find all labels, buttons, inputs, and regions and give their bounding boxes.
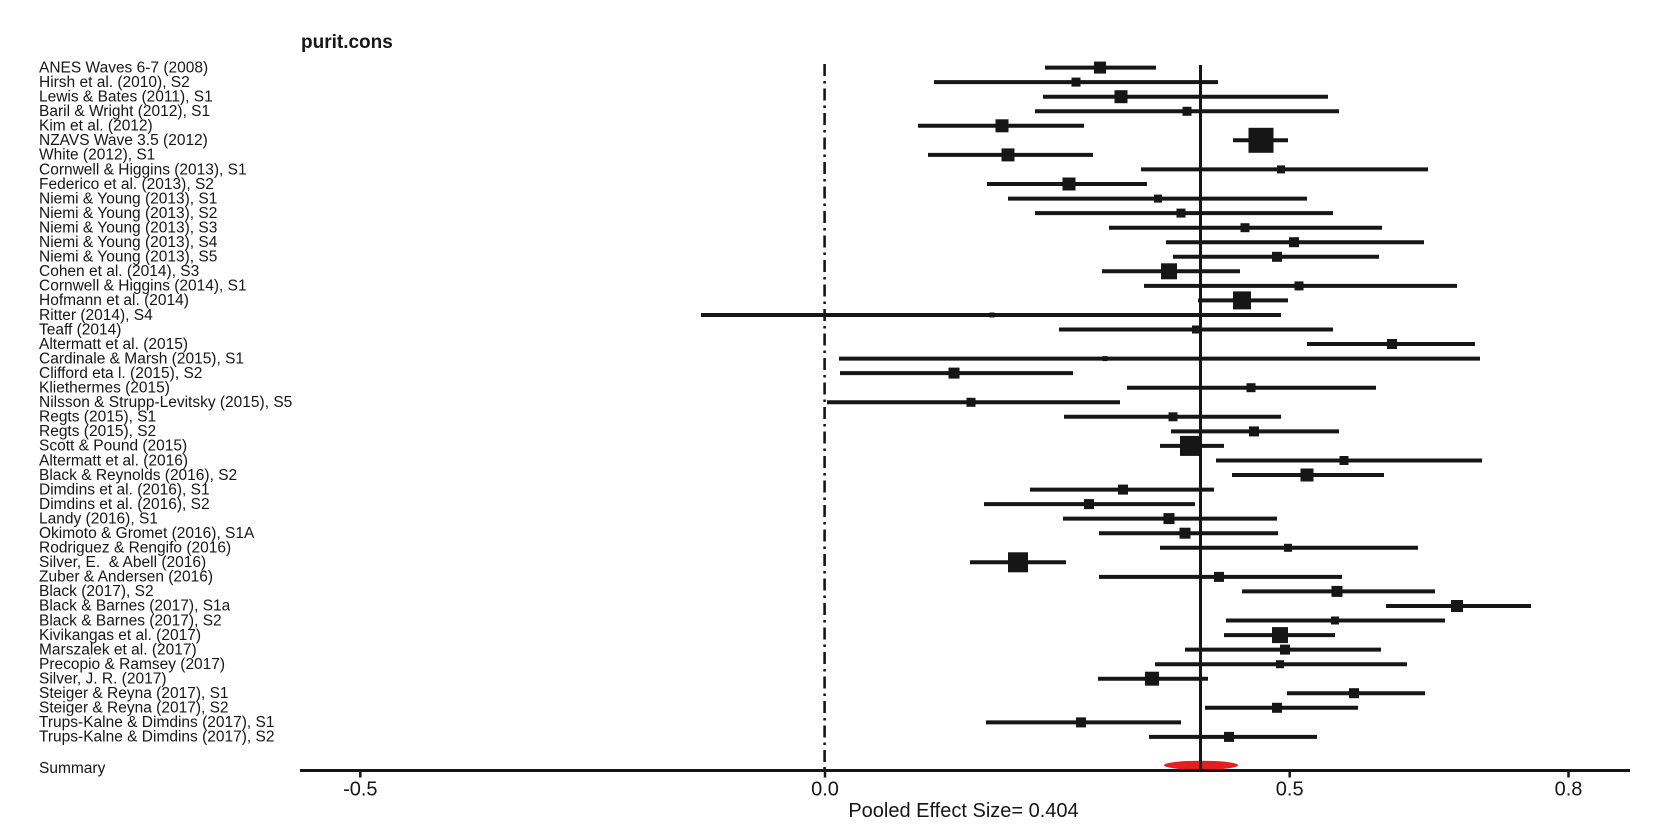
- svg-text:Niemi & Young (2013), S4: Niemi & Young (2013), S4: [39, 234, 218, 251]
- svg-text:Pooled Effect Size= 0.404: Pooled Effect Size= 0.404: [848, 800, 1078, 822]
- svg-text:Steiger & Reyna (2017), S1: Steiger & Reyna (2017), S1: [39, 685, 229, 702]
- svg-text:Cohen et al. (2014), S3: Cohen et al. (2014), S3: [39, 263, 199, 280]
- svg-text:Regts (2015), S1: Regts (2015), S1: [39, 409, 156, 426]
- svg-text:Black (2017), S2: Black (2017), S2: [39, 583, 154, 600]
- svg-text:Nilsson & Strupp-Levitsky (201: Nilsson & Strupp-Levitsky (2015), S5: [39, 394, 292, 411]
- svg-text:ANES Waves 6-7 (2008): ANES Waves 6-7 (2008): [39, 59, 208, 76]
- svg-text:Lewis & Bates (2011), S1: Lewis & Bates (2011), S1: [39, 89, 213, 106]
- svg-text:Ritter (2014), S4: Ritter (2014), S4: [39, 307, 153, 324]
- svg-text:Kliethermes (2015): Kliethermes (2015): [39, 380, 170, 397]
- svg-text:Cornwell & Higgins (2014), S1: Cornwell & Higgins (2014), S1: [39, 278, 247, 295]
- svg-text:Precopio & Ramsey (2017): Precopio & Ramsey (2017): [39, 656, 225, 673]
- svg-text:Cornwell & Higgins (2013), S1: Cornwell & Higgins (2013), S1: [39, 161, 247, 178]
- svg-text:Cardinale & Marsh (2015), S1: Cardinale & Marsh (2015), S1: [39, 350, 244, 367]
- svg-text:Altermatt et al. (2015): Altermatt et al. (2015): [39, 336, 188, 353]
- svg-text:Clifford eta l. (2015), S2: Clifford eta l. (2015), S2: [39, 365, 202, 382]
- svg-text:Kim et al. (2012): Kim et al. (2012): [39, 118, 153, 135]
- svg-text:Hofmann et al. (2014): Hofmann et al. (2014): [39, 292, 189, 309]
- svg-text:0.5: 0.5: [1276, 779, 1304, 801]
- svg-text:purit.cons: purit.cons: [301, 32, 393, 53]
- svg-text:Silver, E. & Abell (2016): Silver, E. & Abell (2016): [39, 554, 206, 571]
- svg-text:Steiger & Reyna (2017), S2: Steiger & Reyna (2017), S2: [39, 700, 229, 717]
- svg-text:Niemi & Young (2013), S1: Niemi & Young (2013), S1: [39, 190, 217, 207]
- svg-text:Black & Barnes (2017), S1a: Black & Barnes (2017), S1a: [39, 598, 231, 615]
- svg-text:Hirsh et al. (2010), S2: Hirsh et al. (2010), S2: [39, 74, 190, 91]
- svg-text:Black & Barnes (2017), S2: Black & Barnes (2017), S2: [39, 612, 222, 629]
- svg-text:Scott & Pound (2015): Scott & Pound (2015): [39, 438, 187, 455]
- svg-text:Regts (2015), S2: Regts (2015), S2: [39, 423, 156, 440]
- svg-text:-0.5: -0.5: [343, 779, 377, 801]
- svg-text:Trups-Kalne & Dimdins (2017),: Trups-Kalne & Dimdins (2017), S2: [39, 729, 274, 746]
- svg-text:Kivikangas et al. (2017): Kivikangas et al. (2017): [39, 627, 201, 644]
- svg-text:0.0: 0.0: [811, 779, 839, 801]
- svg-text:White (2012), S1: White (2012), S1: [39, 147, 155, 164]
- svg-text:Dimdins et al. (2016), S2: Dimdins et al. (2016), S2: [39, 496, 210, 513]
- svg-text:Niemi & Young (2013), S2: Niemi & Young (2013), S2: [39, 205, 217, 222]
- svg-text:Rodriguez & Rengifo (2016): Rodriguez & Rengifo (2016): [39, 540, 231, 557]
- svg-text:Zuber & Andersen (2016): Zuber & Andersen (2016): [39, 569, 213, 586]
- svg-text:NZAVS Wave 3.5 (2012): NZAVS Wave 3.5 (2012): [39, 132, 208, 149]
- svg-text:Silver, J. R. (2017): Silver, J. R. (2017): [39, 671, 167, 688]
- svg-text:Niemi & Young (2013), S5: Niemi & Young (2013), S5: [39, 249, 217, 266]
- svg-text:0.8: 0.8: [1555, 779, 1583, 801]
- svg-text:Teaff (2014): Teaff (2014): [39, 321, 121, 338]
- svg-text:Marszalek et al. (2017): Marszalek et al. (2017): [39, 641, 197, 658]
- svg-text:Dimdins et al. (2016), S1: Dimdins et al. (2016), S1: [39, 481, 210, 498]
- svg-text:Trups-Kalne & Dimdins (2017),: Trups-Kalne & Dimdins (2017), S1: [39, 714, 274, 731]
- svg-text:Black & Reynolds (2016), S2: Black & Reynolds (2016), S2: [39, 467, 237, 484]
- svg-text:Okimoto & Gromet (2016), S1A: Okimoto & Gromet (2016), S1A: [39, 525, 255, 542]
- svg-text:Federico et al. (2013), S2: Federico et al. (2013), S2: [39, 176, 214, 193]
- svg-text:Landy (2016), S1: Landy (2016), S1: [39, 510, 158, 527]
- svg-text:Baril & Wright (2012), S1: Baril & Wright (2012), S1: [39, 103, 210, 120]
- svg-text:Summary: Summary: [39, 760, 106, 777]
- svg-text:Altermatt et al. (2016): Altermatt et al. (2016): [39, 452, 188, 469]
- svg-text:Niemi & Young (2013), S3: Niemi & Young (2013), S3: [39, 220, 217, 237]
